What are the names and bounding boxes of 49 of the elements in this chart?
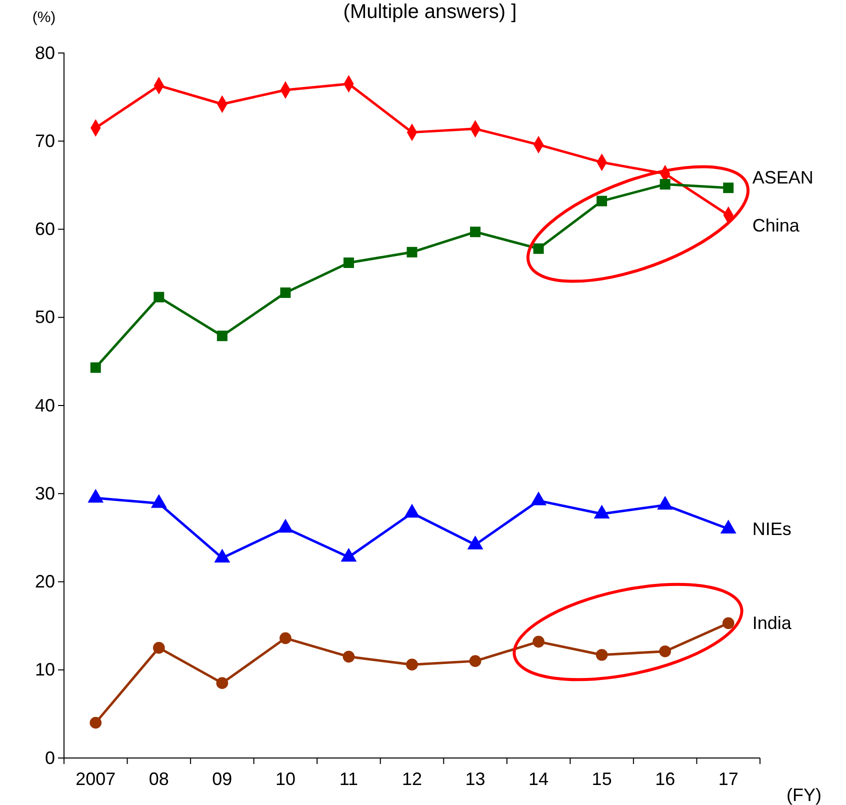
y-axis-title: (%) (32, 9, 56, 26)
y-tick-label: 20 (34, 572, 55, 592)
chart-title: (Multiple answers) ] (343, 1, 517, 23)
y-tick-label: 70 (34, 130, 55, 151)
y-tick-label: 30 (34, 483, 55, 504)
point (532, 636, 544, 648)
point (723, 182, 734, 194)
y-tick-label: 50 (34, 307, 55, 328)
x-tick-label: 16 (655, 768, 676, 789)
x-tick-label: 12 (402, 768, 422, 789)
y-tick-label: 80 (34, 42, 55, 63)
point (152, 642, 165, 654)
y-tick-label: 0 (44, 748, 55, 768)
x-tick-label: 08 (148, 768, 169, 789)
point (216, 330, 228, 342)
point (406, 246, 418, 258)
point (216, 677, 228, 689)
y-tick-label: 60 (34, 219, 55, 240)
x-axis-title: (FY) (786, 785, 822, 805)
x-tick-label: 11 (339, 768, 358, 789)
y-tick-label: 40 (34, 395, 55, 416)
x-tick-label: 2007 (76, 768, 116, 789)
x-tick-label: 13 (465, 768, 486, 789)
series-label: ASEAN (752, 167, 814, 188)
point (722, 617, 734, 630)
series-label: India (752, 613, 792, 634)
point (596, 648, 608, 661)
point (533, 243, 544, 254)
point (660, 179, 670, 190)
x-tick-label: 17 (718, 768, 738, 789)
point (342, 650, 355, 663)
point (659, 645, 672, 658)
point (90, 362, 101, 373)
series-label: China (752, 215, 800, 236)
point (280, 287, 291, 298)
x-tick-label: 14 (528, 768, 549, 789)
series-label: NIEs (752, 518, 792, 539)
point (469, 655, 482, 667)
point (154, 292, 164, 302)
x-tick-label: 15 (592, 768, 612, 789)
point (343, 257, 354, 268)
y-tick-label: 10 (34, 660, 55, 680)
x-tick-label: 09 (212, 768, 232, 789)
point (280, 632, 292, 644)
point (406, 658, 418, 670)
x-tick-label: 10 (275, 768, 296, 789)
point (470, 226, 481, 238)
point (596, 196, 608, 206)
point (90, 716, 102, 729)
